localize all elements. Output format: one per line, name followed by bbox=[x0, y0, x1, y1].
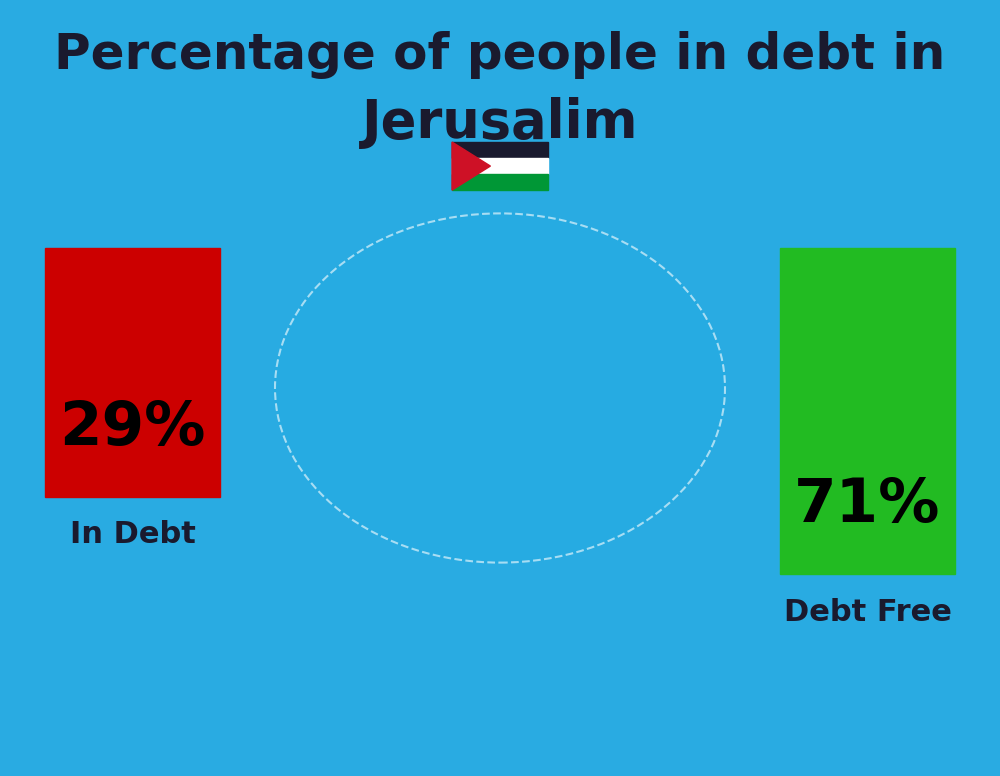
Text: Percentage of people in debt in: Percentage of people in debt in bbox=[54, 31, 946, 79]
Circle shape bbox=[275, 213, 725, 563]
Text: Debt Free: Debt Free bbox=[784, 598, 951, 626]
Text: Jerusalim: Jerusalim bbox=[362, 97, 638, 149]
Text: 29%: 29% bbox=[59, 399, 206, 458]
Bar bbox=[780, 248, 955, 574]
Bar bbox=[452, 158, 548, 174]
Bar bbox=[452, 174, 548, 190]
Text: 71%: 71% bbox=[794, 476, 941, 535]
Bar bbox=[452, 142, 548, 158]
Polygon shape bbox=[452, 142, 490, 190]
Bar bbox=[45, 248, 220, 497]
Text: In Debt: In Debt bbox=[70, 520, 195, 549]
